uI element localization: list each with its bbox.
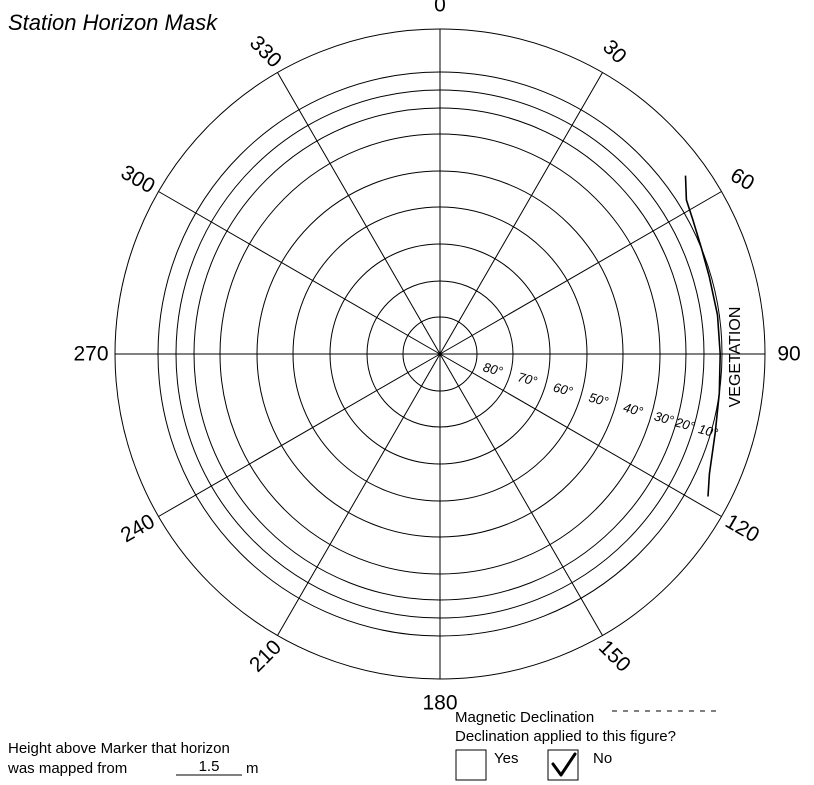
elevation-label: 80° [481, 359, 504, 379]
azimuth-spoke [158, 191, 441, 355]
azimuth-spoke [439, 72, 603, 355]
azimuth-label: 0 [434, 0, 446, 17]
azimuth-label: 180 [422, 692, 457, 715]
elevation-labels: 80° 70° 60° 50° 40° 30°20° 10° [481, 359, 719, 440]
azimuth-label: 120 [721, 510, 763, 547]
azimuth-label: 330 [245, 31, 286, 72]
elevation-label: 10° [697, 421, 720, 441]
azimuth-label: 210 [245, 636, 286, 677]
height-note-line1: Height above Marker that horizon [8, 740, 230, 757]
azimuth-label: 150 [594, 636, 635, 677]
azimuth-label: 30 [598, 35, 631, 68]
elevation-label: 30° [653, 408, 676, 428]
azimuth-spoke [439, 353, 603, 636]
azimuth-spoke [439, 191, 722, 355]
declination-question: Declination applied to this figure? [455, 728, 676, 745]
azimuth-label: 60 [726, 164, 758, 196]
azimuth-labels: 0 30 60 90 120 150 180 210 240 270 300 330 [73, 0, 800, 715]
height-value: 1.5 [199, 758, 220, 775]
azimuth-spoke [277, 353, 441, 636]
elevation-label: 40° [622, 400, 645, 420]
vegetation-label: VEGETATION [727, 307, 744, 408]
azimuth-spoke [439, 353, 722, 517]
azimuth-spoke [277, 72, 441, 355]
azimuth-label: 90 [777, 343, 800, 366]
no-label: No [593, 750, 612, 767]
elevation-label: 60° [552, 380, 575, 400]
diagram-title: Station Horizon Mask [8, 10, 218, 35]
height-note-prefix: was mapped from [7, 760, 127, 777]
yes-label: Yes [494, 750, 518, 767]
azimuth-spoke [158, 353, 441, 517]
elevation-label: 20° [673, 414, 697, 434]
horizon-profile-line [684, 175, 722, 497]
magnetic-declination-label: Magnetic Declination [455, 709, 594, 726]
azimuth-label: 300 [117, 161, 159, 198]
polar-grid [114, 28, 766, 680]
checkmark-icon [551, 752, 577, 777]
yes-checkbox[interactable] [455, 749, 487, 781]
height-unit: m [246, 760, 259, 777]
elevation-label: 50° [587, 390, 610, 410]
azimuth-label: 270 [73, 343, 108, 366]
azimuth-label: 240 [117, 510, 159, 547]
elevation-label: 70° [516, 369, 539, 389]
